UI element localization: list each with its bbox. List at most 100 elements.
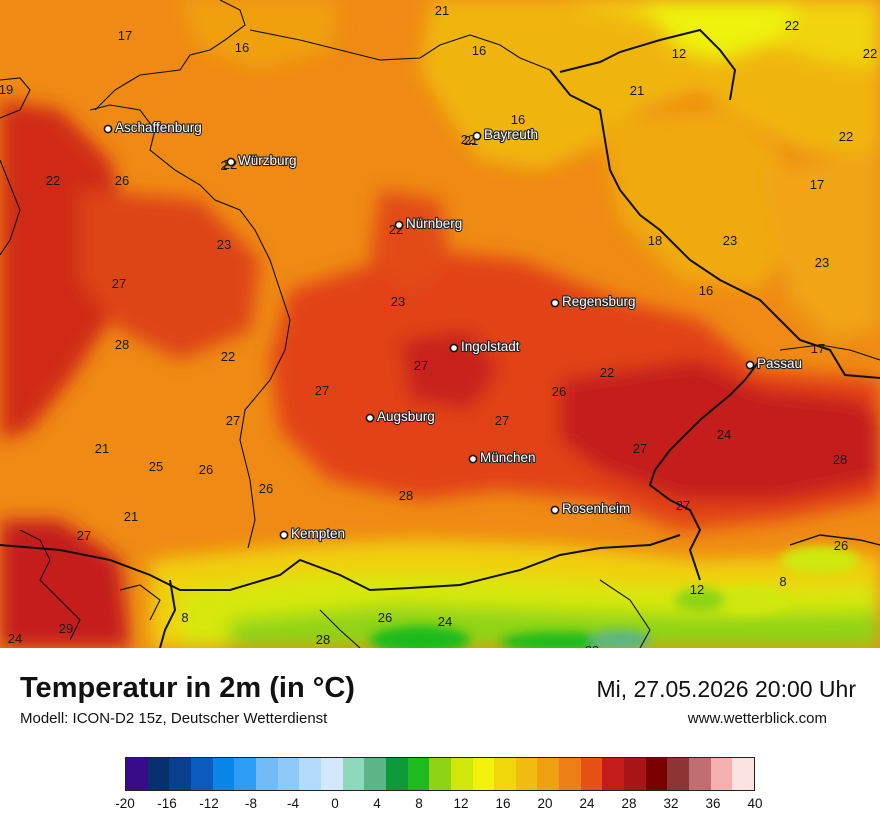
city-marker[interactable]: Kempten — [279, 525, 346, 542]
legend-swatch — [515, 758, 538, 790]
temperature-value: 26 — [115, 173, 129, 188]
legend-swatch — [126, 758, 148, 790]
city-dot-icon — [394, 220, 404, 230]
temperature-field — [0, 0, 880, 648]
temperature-value: 24 — [438, 614, 452, 629]
legend-tick-label: 20 — [537, 796, 553, 811]
temperature-value: 28 — [316, 632, 330, 647]
legend-swatch — [212, 758, 235, 790]
legend-tick-label: 24 — [579, 796, 595, 811]
city-label: Bayreuth — [484, 127, 538, 142]
city-dot-icon — [103, 124, 113, 134]
city-dot-icon — [550, 505, 560, 515]
legend-tick-label: 40 — [747, 796, 763, 811]
city-dot-icon — [279, 530, 289, 540]
city-label: Aschaffenburg — [115, 120, 202, 135]
city-marker[interactable]: Passau — [745, 355, 803, 372]
temperature-value: 21 — [630, 83, 644, 98]
model-source: Modell: ICON-D2 15z, Deutscher Wetterdie… — [20, 710, 328, 727]
temperature-value: 26 — [552, 384, 566, 399]
legend-tick-label: -20 — [115, 796, 135, 811]
city-label: Augsburg — [377, 409, 435, 424]
temperature-value: 8 — [181, 610, 188, 625]
legend-swatch — [299, 758, 321, 790]
temperature-value: 16 — [472, 43, 486, 58]
legend-swatch — [450, 758, 473, 790]
city-label: Ingolstadt — [461, 339, 520, 354]
temperature-value: 26 — [259, 481, 273, 496]
city-marker[interactable]: Regensburg — [550, 293, 637, 310]
city-marker[interactable]: Bayreuth — [472, 126, 539, 143]
temperature-value: 22 — [46, 173, 60, 188]
borders — [0, 0, 880, 648]
city-dot-icon — [472, 131, 482, 141]
temperature-value: 23 — [217, 237, 231, 252]
city-dot-icon — [226, 157, 236, 167]
temperature-value: 23 — [585, 643, 599, 648]
temperature-value: 27 — [112, 276, 126, 291]
city-dot-icon — [745, 360, 755, 370]
city-marker[interactable]: Aschaffenburg — [103, 119, 203, 136]
legend-swatch — [537, 758, 560, 790]
temperature-value: 16 — [235, 40, 249, 55]
temperature-value: 29 — [59, 621, 73, 636]
temperature-value: 23 — [723, 233, 737, 248]
city-dot-icon — [468, 454, 478, 464]
temperature-value: 18 — [648, 233, 662, 248]
map-canvas: 21 17 16 16 21 12 22 22 19 16 21 22 22 17 26 23 18 23 23 27… — [0, 0, 880, 648]
city-label: Nürnberg — [406, 216, 462, 231]
temperature-value: 24 — [8, 631, 22, 646]
city-label: Würzburg — [238, 153, 297, 168]
legend-swatch — [494, 758, 516, 790]
legend-tick-label: 12 — [453, 796, 469, 811]
forecast-datetime: Mi, 27.05.2026 20:00 Uhr — [596, 676, 856, 702]
city-marker[interactable]: München — [468, 449, 537, 466]
temperature-value: 25 — [149, 459, 163, 474]
temperature-value: 22 — [461, 132, 475, 147]
legend-swatch — [234, 758, 256, 790]
temperature-map[interactable]: 21 17 16 16 21 12 22 22 19 16 21 22 22 17 26 23 18 23 23 27… — [0, 0, 880, 648]
city-label: Passau — [757, 356, 802, 371]
website-link[interactable]: www.wetterblick.com — [687, 710, 827, 727]
legend-tick-label: 32 — [663, 796, 679, 811]
legend-swatch — [667, 758, 690, 790]
temperature-value: 22 — [839, 129, 853, 144]
legend-swatch — [689, 758, 711, 790]
temperature-value: 17 — [118, 28, 132, 43]
legend-swatch — [429, 758, 451, 790]
city-label: Rosenheim — [562, 501, 630, 516]
legend-swatch — [385, 758, 408, 790]
legend-swatch — [559, 758, 581, 790]
legend-swatch — [602, 758, 625, 790]
legend-tick-label: -4 — [286, 796, 300, 811]
legend-tick-label: -8 — [244, 796, 258, 811]
city-marker[interactable]: Ingolstadt — [449, 338, 521, 355]
temperature-value: 22 — [221, 349, 235, 364]
city-marker[interactable]: Augsburg — [365, 408, 436, 425]
legend-tick-label: -16 — [157, 796, 177, 811]
city-label: München — [480, 450, 536, 465]
color-scale-legend — [125, 757, 755, 791]
legend-swatch — [472, 758, 495, 790]
legend-swatch — [645, 758, 668, 790]
temperature-value: 16 — [699, 283, 713, 298]
legend-tick-label: 0 — [331, 796, 339, 811]
city-marker[interactable]: Würzburg — [226, 152, 298, 169]
city-marker[interactable]: Rosenheim — [550, 500, 631, 517]
temperature-value: 23 — [815, 255, 829, 270]
temperature-value: 27 — [315, 383, 329, 398]
temperature-value: 23 — [391, 294, 405, 309]
city-label: Regensburg — [562, 294, 636, 309]
temperature-value: 22 — [785, 18, 799, 33]
temperature-value: 27 — [633, 441, 647, 456]
legend-tick-label: 16 — [495, 796, 511, 811]
legend-swatch — [255, 758, 278, 790]
legend-swatch — [624, 758, 646, 790]
legend-tick-label: 28 — [621, 796, 637, 811]
temperature-value: 27 — [495, 413, 509, 428]
city-marker[interactable]: Nürnberg — [394, 215, 463, 232]
legend-swatch — [580, 758, 603, 790]
temperature-value: 19 — [0, 82, 13, 97]
city-label: Kempten — [291, 526, 345, 541]
legend-tick-label: -12 — [199, 796, 219, 811]
